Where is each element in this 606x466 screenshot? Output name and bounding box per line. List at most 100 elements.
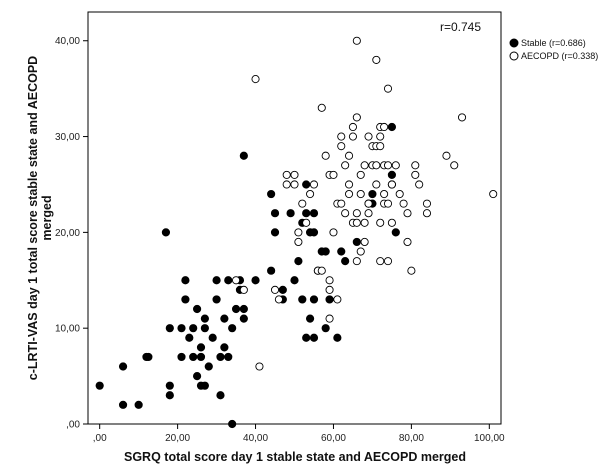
y-axis-ticks: ,00 10,00 20,00 30,00 40,00 bbox=[55, 36, 88, 431]
point-stable bbox=[189, 324, 198, 333]
point-stable bbox=[177, 324, 186, 333]
point-aecopd bbox=[422, 209, 432, 218]
point-aecopd bbox=[364, 209, 373, 218]
point-stable bbox=[118, 400, 128, 409]
point-aecopd bbox=[255, 362, 264, 371]
point-stable bbox=[181, 295, 190, 304]
point-stable bbox=[200, 381, 209, 390]
point-aecopd bbox=[282, 170, 291, 179]
point-aecopd bbox=[383, 199, 393, 208]
point-stable bbox=[165, 324, 174, 333]
point-aecopd bbox=[309, 180, 319, 189]
point-aecopd bbox=[352, 113, 361, 122]
point-stable bbox=[239, 151, 248, 160]
y-axis-title-line2: merged bbox=[40, 195, 54, 240]
point-stable bbox=[220, 343, 229, 352]
point-stable bbox=[189, 352, 198, 362]
point-aecopd bbox=[317, 103, 326, 112]
y-tick-label: 20,00 bbox=[55, 228, 80, 239]
point-aecopd bbox=[344, 180, 354, 189]
point-stable bbox=[309, 295, 319, 304]
x-axis-title: SGRQ total score day 1 stable state and … bbox=[124, 450, 466, 464]
point-stable bbox=[95, 381, 104, 390]
point-stable bbox=[165, 391, 174, 400]
point-aecopd bbox=[403, 237, 412, 247]
point-aecopd bbox=[341, 209, 350, 218]
point-stable bbox=[270, 228, 280, 237]
point-aecopd bbox=[411, 161, 420, 170]
point-aecopd bbox=[407, 266, 416, 275]
point-stable bbox=[196, 352, 206, 362]
point-aecopd bbox=[352, 209, 361, 218]
point-stable bbox=[341, 257, 350, 266]
point-aecopd bbox=[337, 199, 346, 208]
point-stable bbox=[212, 276, 221, 285]
point-aecopd bbox=[251, 75, 260, 84]
point-stable bbox=[333, 333, 342, 342]
point-stable bbox=[118, 362, 128, 371]
point-aecopd bbox=[352, 257, 361, 266]
point-stable bbox=[177, 352, 186, 362]
point-stable bbox=[239, 314, 248, 323]
point-aecopd bbox=[383, 161, 393, 170]
point-stable bbox=[208, 333, 217, 342]
point-stable bbox=[352, 237, 361, 247]
point-stable bbox=[321, 324, 330, 333]
data-points bbox=[95, 36, 498, 429]
point-aecopd bbox=[415, 180, 424, 189]
x-tick-label: 100,00 bbox=[474, 433, 505, 444]
point-stable bbox=[144, 352, 153, 362]
point-aecopd bbox=[387, 180, 396, 189]
point-stable bbox=[387, 170, 397, 179]
point-aecopd bbox=[290, 170, 299, 179]
point-aecopd bbox=[239, 285, 248, 294]
point-stable bbox=[270, 209, 280, 218]
point-aecopd bbox=[399, 199, 408, 208]
point-stable bbox=[267, 266, 276, 275]
point-stable bbox=[204, 362, 213, 371]
point-stable bbox=[309, 228, 319, 237]
point-stable bbox=[302, 333, 311, 342]
point-aecopd bbox=[376, 218, 385, 227]
point-stable bbox=[325, 295, 334, 304]
x-tick-label: 40,00 bbox=[243, 433, 268, 444]
point-stable bbox=[185, 333, 194, 342]
point-aecopd bbox=[317, 266, 326, 275]
point-aecopd bbox=[329, 228, 338, 237]
point-aecopd bbox=[290, 180, 299, 189]
point-stable bbox=[181, 276, 190, 285]
point-aecopd bbox=[294, 228, 303, 237]
legend-marker-stable bbox=[509, 38, 519, 48]
point-aecopd bbox=[364, 132, 373, 141]
point-stable bbox=[305, 314, 315, 323]
legend-marker-aecopd bbox=[509, 51, 519, 61]
point-aecopd bbox=[380, 189, 389, 199]
point-stable bbox=[294, 257, 303, 266]
point-stable bbox=[161, 228, 171, 237]
x-tick-label: ,00 bbox=[93, 433, 107, 444]
point-aecopd bbox=[352, 36, 361, 45]
legend-label-aecopd: AECOPD (r=0.338) bbox=[521, 51, 598, 61]
point-stable bbox=[286, 209, 295, 218]
point-stable bbox=[200, 324, 209, 333]
point-aecopd bbox=[489, 189, 498, 199]
point-aecopd bbox=[372, 180, 381, 189]
y-tick-label: ,00 bbox=[66, 420, 80, 431]
point-aecopd bbox=[457, 113, 467, 122]
point-stable bbox=[134, 400, 143, 409]
x-axis-ticks: ,00 20,00 40,00 60,00 80,00 100,00 bbox=[93, 424, 505, 444]
point-aecopd bbox=[302, 218, 311, 227]
point-aecopd bbox=[356, 247, 365, 256]
point-stable bbox=[298, 295, 307, 304]
point-aecopd bbox=[383, 257, 393, 266]
point-aecopd bbox=[329, 170, 338, 179]
point-aecopd bbox=[372, 55, 381, 64]
point-stable bbox=[231, 304, 241, 314]
point-aecopd bbox=[282, 180, 291, 189]
point-aecopd bbox=[364, 199, 373, 208]
point-aecopd bbox=[376, 257, 385, 266]
point-aecopd bbox=[356, 189, 365, 199]
correlation-annotation: r=0.745 bbox=[440, 20, 481, 34]
point-aecopd bbox=[376, 132, 385, 141]
point-stable bbox=[192, 304, 202, 314]
